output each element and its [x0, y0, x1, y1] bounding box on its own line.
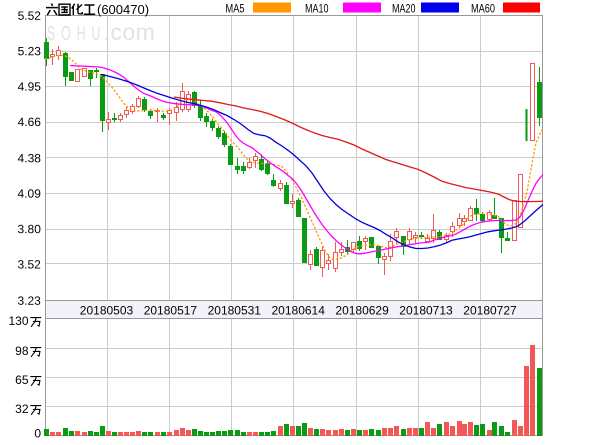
svg-text:20180503: 20180503	[80, 304, 134, 318]
svg-text:20180614: 20180614	[272, 304, 326, 318]
svg-text:3.52: 3.52	[17, 258, 41, 272]
svg-text:20180727: 20180727	[463, 304, 517, 318]
svg-text:5.23: 5.23	[18, 44, 42, 58]
svg-text:MA10: MA10	[305, 2, 329, 16]
svg-text:0: 0	[34, 427, 41, 440]
svg-text:3.80: 3.80	[18, 222, 42, 236]
svg-text:MA60: MA60	[471, 2, 495, 16]
svg-text:4.38: 4.38	[18, 151, 42, 165]
svg-text:65: 65	[15, 373, 29, 387]
svg-text:98: 98	[15, 344, 29, 358]
svg-text:20180517: 20180517	[144, 304, 198, 318]
svg-text:.com: .com	[104, 19, 156, 45]
svg-text:3.23: 3.23	[17, 294, 41, 308]
svg-text:5.52: 5.52	[18, 9, 42, 23]
svg-text:4.95: 4.95	[18, 80, 42, 94]
svg-text:32: 32	[15, 402, 29, 416]
svg-text:4.09: 4.09	[18, 187, 42, 201]
svg-text:4.66: 4.66	[18, 115, 42, 129]
svg-text:(600470): (600470)	[97, 2, 149, 17]
svg-text:20180531: 20180531	[208, 304, 262, 318]
svg-text:130: 130	[8, 314, 28, 328]
svg-text:MA20: MA20	[392, 2, 416, 16]
svg-text:SOHU: SOHU	[47, 22, 106, 45]
svg-text:20180629: 20180629	[335, 304, 389, 318]
svg-text:MA5: MA5	[226, 2, 245, 16]
svg-text:20180713: 20180713	[399, 304, 453, 318]
